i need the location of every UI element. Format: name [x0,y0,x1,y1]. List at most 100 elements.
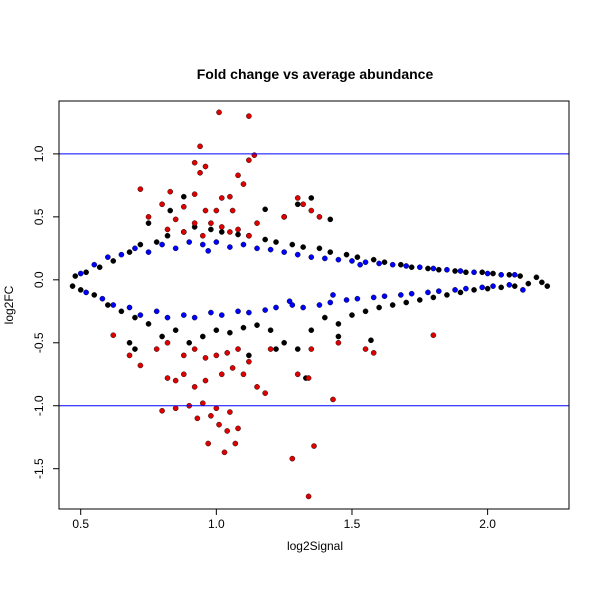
data-point [227,329,233,336]
data-point [191,346,198,352]
data-point [479,284,485,291]
data-point [145,220,152,226]
data-point [235,172,241,179]
data-point [205,248,211,254]
data-point [520,287,526,293]
data-point [370,256,377,263]
data-point [118,251,125,258]
data-point [137,241,144,248]
data-point [218,371,225,378]
data-point [137,312,144,318]
data-point [213,207,220,214]
data-point [213,239,220,245]
data-point [343,297,350,303]
data-point [164,339,171,346]
data-point [254,220,260,226]
data-point [240,371,247,378]
data-point [137,362,144,369]
data-point [267,246,274,253]
data-point [240,324,247,331]
data-point [235,226,241,233]
data-point [308,327,315,333]
data-point [208,226,214,233]
data-point [267,346,274,352]
data-point [153,308,160,315]
data-point [425,265,431,272]
y-tick-label: 1.0 [32,145,46,162]
data-point [164,232,171,239]
data-point [544,283,551,289]
data-point [227,193,233,200]
data-point [199,400,206,407]
data-point [202,163,209,170]
data-point [186,339,193,346]
data-point [408,290,415,297]
data-point [457,289,464,296]
data-point [246,358,252,365]
data-point [517,273,523,279]
data-point [180,352,187,359]
data-point [368,337,374,344]
data-point [132,245,138,252]
data-point [208,413,214,419]
data-point [335,321,342,327]
data-point [273,304,279,311]
data-point [362,259,369,265]
data-point [126,352,133,359]
data-point [308,346,315,352]
data-point [216,109,222,116]
data-point [191,384,198,390]
data-point [308,207,315,214]
y-tick-label: -1.0 [32,395,46,416]
data-point [91,292,98,298]
data-point [362,346,369,352]
data-point [370,350,377,356]
data-point [327,216,334,223]
data-point [294,201,301,208]
data-point [218,229,225,235]
data-point [471,269,477,276]
data-point [286,298,293,305]
data-point [227,409,233,415]
x-axis-label: log2Signal [287,539,343,553]
data-point [194,415,201,422]
data-point [191,220,198,226]
data-point [164,226,171,233]
data-point [322,314,328,321]
data-point [208,309,214,316]
data-point [235,231,241,238]
data-point [197,169,203,176]
data-point [153,239,160,245]
data-point [498,271,504,278]
data-point [498,284,504,291]
data-point [294,195,301,201]
data-point [254,384,260,390]
data-point [213,327,220,333]
data-point [435,288,442,294]
data-point [281,214,287,220]
data-point [69,283,76,289]
data-point [330,396,336,403]
data-point [132,314,138,321]
data-point [159,201,165,208]
x-tick-label: 2.0 [479,517,496,531]
data-point [235,425,241,432]
data-point [224,428,230,434]
data-point [191,159,198,166]
data-point [262,206,268,213]
data-point [294,251,301,258]
data-point [511,271,518,278]
y-tick-label: 0.5 [32,208,46,225]
data-point [316,302,323,308]
data-point [172,405,179,412]
data-point [273,239,279,245]
data-point [452,268,458,274]
data-point [300,304,306,311]
data-point [425,289,431,296]
data-point [246,352,252,359]
data-point [246,232,252,239]
y-tick-label: -0.5 [32,332,46,353]
data-point [221,449,228,456]
data-point [381,293,388,299]
